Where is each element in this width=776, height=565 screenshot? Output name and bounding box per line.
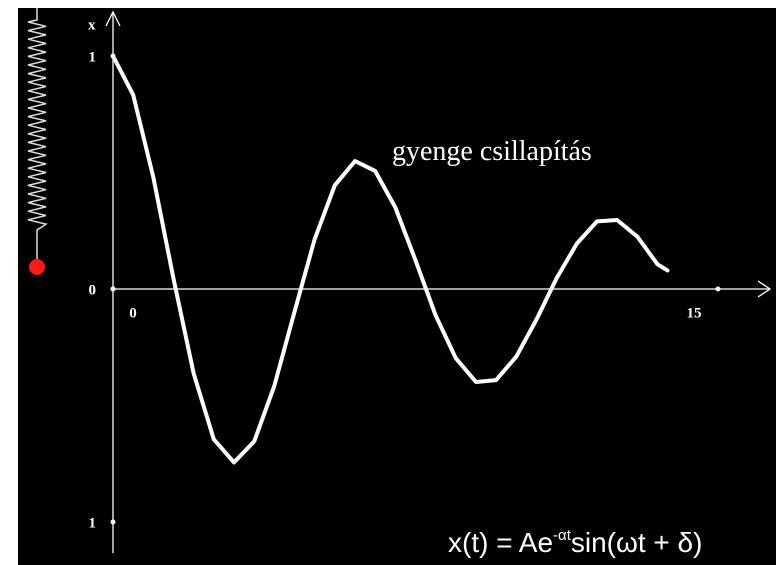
y-tick-label: 1 [89, 49, 97, 65]
x-tick-label: 0 [129, 305, 137, 321]
y-tick-label: 1 [89, 515, 97, 531]
y-tick-mark [111, 520, 116, 525]
x-tick-mark [715, 287, 720, 292]
annotation: gyenge csillapítás [392, 136, 592, 167]
formula-rest: sin(ωt + δ) [571, 527, 703, 558]
y-tick-label: 0 [89, 282, 97, 298]
x-tick-label: 15 [686, 305, 701, 321]
chart: x gyenge csillapítás x(t) = Ae-αtsin(ωt … [0, 0, 776, 565]
x-tick-mark [111, 287, 116, 292]
formula: x(t) = Ae-αtsin(ωt + δ) [448, 527, 702, 558]
formula-exponent: -αt [553, 527, 572, 544]
mass-ball [29, 259, 45, 275]
y-axis-label: x [88, 17, 96, 33]
formula-base: x(t) = Ae [448, 527, 553, 558]
page: {"chart_data": { "type": "line", "y_axis… [0, 0, 776, 565]
